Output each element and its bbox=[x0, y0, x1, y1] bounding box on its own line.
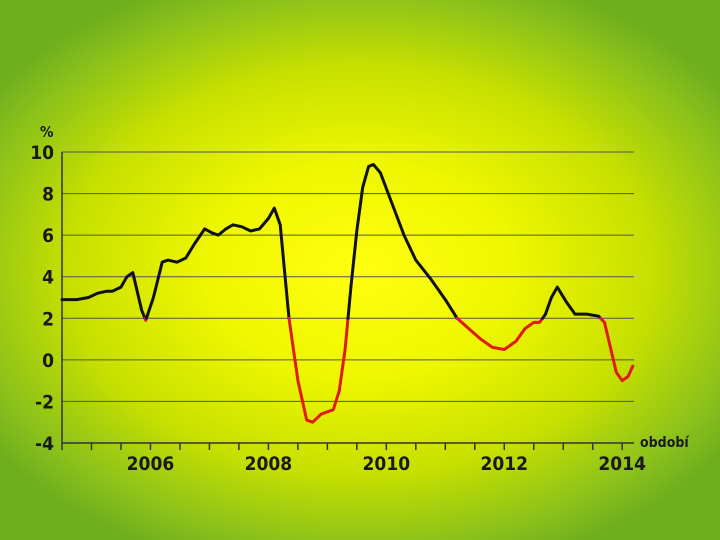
series-line-segment-above bbox=[541, 285, 603, 320]
x-tick-label: 2012 bbox=[480, 453, 528, 475]
series-line-segment-above bbox=[144, 206, 291, 320]
series-line-segment-above bbox=[60, 271, 147, 320]
x-axis-title: období bbox=[640, 435, 689, 451]
series-lines bbox=[60, 163, 635, 424]
axes bbox=[61, 152, 634, 444]
x-tick-label: 2008 bbox=[245, 453, 293, 475]
y-tick-label: 4 bbox=[42, 267, 54, 289]
y-tick-label: 6 bbox=[42, 225, 54, 247]
series-line-segment-below bbox=[287, 316, 350, 424]
x-tick-label: 2014 bbox=[598, 453, 646, 475]
y-tick-label: 8 bbox=[42, 184, 54, 206]
y-tick-label: -4 bbox=[35, 433, 54, 455]
grid-lines bbox=[62, 151, 634, 444]
x-axis-ticks bbox=[61, 443, 623, 450]
x-axis-tick-labels: 2006 2008 2010 2012 2014 bbox=[127, 453, 646, 475]
y-tick-label: 2 bbox=[42, 308, 54, 330]
y-tick-label: 0 bbox=[42, 350, 54, 372]
series-line-segment-below bbox=[455, 316, 545, 351]
y-tick-label: 10 bbox=[30, 142, 54, 164]
series-line-segment-above bbox=[346, 163, 459, 320]
series-line-segment-below bbox=[599, 316, 635, 383]
x-tick-label: 2010 bbox=[363, 453, 411, 475]
x-tick-label: 2006 bbox=[127, 453, 175, 475]
y-axis-tick-labels: 10 8 6 4 2 0 -2 -4 bbox=[30, 142, 54, 455]
y-tick-label: -2 bbox=[35, 391, 54, 413]
y-axis-unit-label: % bbox=[40, 123, 54, 141]
